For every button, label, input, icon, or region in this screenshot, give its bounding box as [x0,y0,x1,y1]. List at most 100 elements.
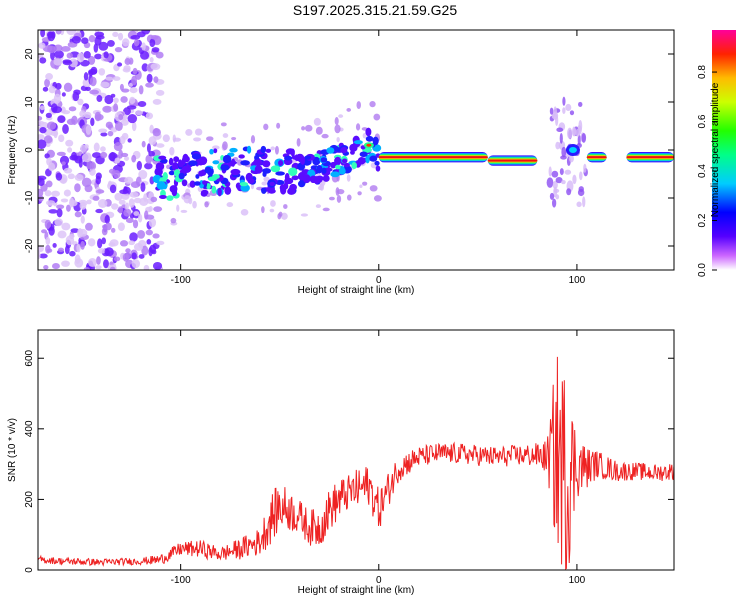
ridge-blob [204,166,212,174]
noise-blob [546,177,554,188]
ridge-blob [316,164,323,174]
ridge-blob [181,157,186,166]
figure-title: S197.2025.315.21.59.G25 [292,2,458,18]
noise-blob [373,195,382,202]
ridge-blob [262,160,271,168]
noise-blob [128,198,135,208]
snr-x-tick-label: 100 [569,575,586,586]
noise-blob [346,174,351,182]
ridge-blob [375,165,381,172]
snr-plot-area [38,330,674,570]
ridge-blob [172,163,179,170]
noise-blob [96,95,103,103]
noise-blob [569,110,575,116]
noise-blob [231,136,237,141]
noise-blob [55,82,62,90]
noise-blob [206,136,214,142]
ridge-blob [209,148,214,155]
noise-blob [38,120,45,125]
noise-blob [81,153,92,163]
colorbar-tick-label: 0.4 [697,164,708,178]
spectrogram-y-tick-label: 10 [24,96,35,108]
noise-blob [57,247,65,253]
ridge-blob [340,146,348,154]
noise-blob [74,183,81,193]
noise-blob [44,219,52,229]
noise-blob [65,139,74,147]
noise-blob [123,208,132,217]
noise-blob [183,195,191,204]
noise-blob [138,254,145,259]
noise-blob [572,174,577,185]
noise-blob [261,181,268,186]
noise-blob [60,198,69,203]
noise-blob [127,138,132,143]
ridge-blob [265,148,272,153]
noise-blob [74,174,84,182]
colorbar-tick-label: 0.2 [697,213,708,227]
spectrogram-x-tick-label: 0 [376,275,382,286]
noise-blob [38,245,44,253]
ridge-blob [188,160,198,167]
noise-blob [45,236,51,245]
snr-x-tick-label: 0 [376,575,382,586]
noise-blob [105,76,114,81]
noise-blob [107,180,113,187]
noise-blob [113,142,123,152]
noise-blob [71,36,81,44]
noise-blob [127,114,138,124]
noise-blob [152,233,160,239]
noise-blob [88,34,96,43]
noise-blob [119,240,129,247]
noise-blob [131,252,137,260]
noise-blob [150,196,158,203]
noise-blob [93,142,100,152]
ridge-blob [166,195,174,201]
noise-blob [369,185,378,192]
noise-blob [98,68,106,76]
noise-blob [162,134,170,143]
noise-blob [45,112,52,119]
noise-blob [120,96,128,103]
ridge-blob [200,190,208,197]
noise-blob [315,204,321,209]
noise-blob [315,126,323,135]
noise-blob [81,37,89,44]
noise-blob [145,229,153,236]
noise-blob [100,132,108,137]
noise-blob [334,117,339,125]
ridge-blob [155,162,165,171]
spectrogram-y-tick-label: -10 [24,190,35,205]
noise-blob [141,42,146,51]
noise-blob [44,153,50,159]
noise-blob [85,222,93,231]
noise-blob [77,98,84,106]
noise-blob [336,137,340,143]
noise-blob [552,198,557,208]
ridge-blob [156,181,167,190]
noise-blob [143,264,150,270]
noise-blob [334,124,341,134]
ridge-blob [279,184,286,192]
snr-y-tick-label: 200 [24,491,35,508]
noise-blob [117,206,124,214]
noise-blob [90,117,95,127]
noise-blob [115,121,123,132]
snr-x-label: Height of straight line (km) [298,585,415,596]
snr-frame [37,329,675,571]
ridge-blob [284,177,294,185]
ridge-blob [334,156,342,166]
noise-blob [113,103,119,112]
noise-blob [97,199,108,208]
noise-blob [322,207,330,212]
noise-blob [146,239,152,245]
noise-blob [562,96,566,106]
noise-blob [222,141,228,151]
noise-blob [54,218,64,227]
noise-blob [53,93,62,104]
ridge-blob [254,165,263,174]
noise-blob [131,154,137,163]
noise-blob [89,167,96,176]
ridge-blob [254,154,260,161]
